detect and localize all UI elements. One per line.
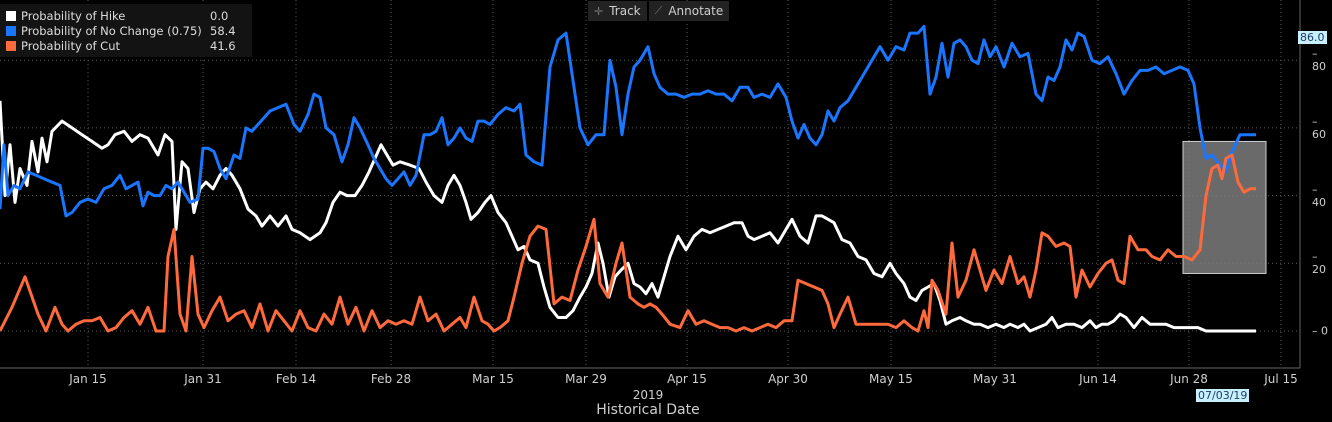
x-tick-label: Jun 28: [1170, 372, 1208, 386]
x-tick-label: Jan 15: [69, 372, 107, 386]
cursor-date-label: 07/03/19: [1196, 389, 1250, 402]
legend: Probability of Hike 0.0 Probability of N…: [0, 4, 252, 57]
legend-value-hike: 0.0: [210, 8, 229, 23]
chart-toolbar: ✛ Track ⟋ Annotate: [588, 1, 730, 21]
y-tick-label: – 60: [1312, 114, 1326, 141]
x-axis-year-label: 2019: [632, 388, 664, 402]
series-line-cut: [0, 153, 1256, 333]
legend-item-hike[interactable]: Probability of Hike 0.0: [0, 8, 252, 23]
x-tick-label: Feb 14: [275, 372, 317, 386]
x-tick-label: May 15: [869, 372, 913, 386]
y-tick-label: – 40: [1312, 182, 1326, 209]
legend-label-hike: Probability of Hike: [21, 8, 126, 23]
track-button[interactable]: ✛ Track: [588, 1, 647, 21]
legend-swatch-hike: [6, 10, 16, 21]
cursor-value-label: 86.0: [1298, 31, 1327, 44]
x-tick-label: Jul 15: [1264, 372, 1298, 386]
legend-swatch-cut: [6, 40, 16, 51]
chart-series: [0, 24, 1256, 333]
pencil-icon: ⟋: [654, 4, 663, 17]
crosshair-icon: ✛: [594, 4, 604, 18]
x-tick-label: Jun 14: [1079, 372, 1117, 386]
series-line-no-change: [0, 24, 1256, 218]
legend-swatch-no-change: [6, 25, 16, 36]
x-tick-label: Apr 30: [768, 372, 808, 386]
x-tick-label: Feb 28: [370, 372, 412, 386]
x-tick-label: Apr 15: [667, 372, 707, 386]
legend-label-cut: Probability of Cut: [21, 38, 121, 53]
y-tick-label: – 80: [1312, 47, 1326, 74]
x-tick-label: Mar 15: [472, 372, 514, 386]
legend-item-no-change[interactable]: Probability of No Change (0.75) 58.4: [0, 23, 252, 38]
track-label: Track: [609, 4, 641, 18]
y-tick-label: – 0: [1312, 324, 1328, 338]
annotate-button[interactable]: ⟋ Annotate: [648, 1, 730, 21]
x-tick-label: May 31: [973, 372, 1017, 386]
annotate-label: Annotate: [668, 4, 724, 18]
legend-value-cut: 41.6: [210, 38, 236, 53]
legend-item-cut[interactable]: Probability of Cut 41.6: [0, 38, 252, 53]
series-line-hike: [0, 100, 1256, 333]
x-tick-label: Mar 29: [565, 372, 607, 386]
y-tick-label: – 20: [1312, 250, 1326, 277]
x-axis-title: Historical Date: [596, 402, 700, 418]
legend-value-no-change: 58.4: [210, 23, 236, 38]
legend-label-no-change: Probability of No Change (0.75): [21, 23, 202, 38]
x-tick-label: Jan 31: [184, 372, 222, 386]
